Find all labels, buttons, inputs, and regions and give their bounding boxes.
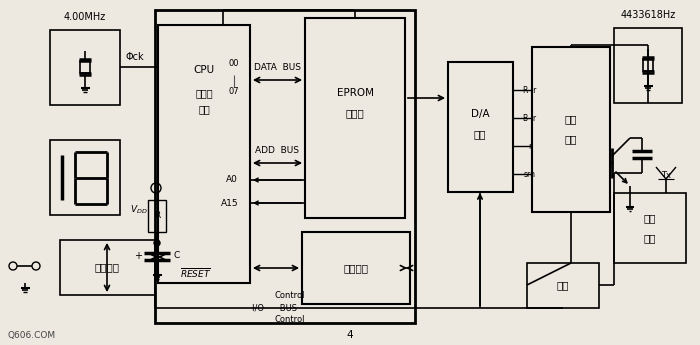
Text: DATA  BUS: DATA BUS bbox=[253, 63, 300, 72]
Text: 4433618Hz: 4433618Hz bbox=[620, 10, 676, 20]
Bar bbox=[148, 200, 166, 232]
Text: 中央处: 中央处 bbox=[195, 88, 213, 98]
Text: R  r: R r bbox=[524, 86, 537, 95]
Text: 射频: 射频 bbox=[644, 213, 657, 223]
Text: 4: 4 bbox=[346, 330, 354, 340]
Text: +: + bbox=[134, 251, 142, 261]
Bar bbox=[532, 47, 610, 212]
Text: 转换: 转换 bbox=[474, 129, 486, 139]
Bar bbox=[614, 193, 686, 263]
Text: I/O      BUS: I/O BUS bbox=[253, 304, 298, 313]
Text: Control: Control bbox=[274, 315, 305, 325]
Bar bbox=[155, 10, 415, 323]
Bar bbox=[158, 25, 250, 283]
Text: A0: A0 bbox=[226, 176, 238, 185]
Text: 彩色: 彩色 bbox=[565, 114, 578, 124]
Text: $V_{DD}$: $V_{DD}$ bbox=[130, 204, 148, 216]
Bar bbox=[643, 59, 653, 71]
Text: 00: 00 bbox=[229, 59, 239, 68]
Text: r: r bbox=[528, 142, 531, 151]
Bar bbox=[527, 263, 599, 308]
Circle shape bbox=[154, 240, 160, 246]
Bar bbox=[448, 62, 513, 192]
Text: Q606.COM: Q606.COM bbox=[8, 331, 56, 340]
Text: 伴音: 伴音 bbox=[556, 280, 569, 290]
Text: srn: srn bbox=[524, 170, 536, 179]
Bar bbox=[50, 140, 120, 215]
Text: ADD  BUS: ADD BUS bbox=[255, 146, 299, 155]
Bar bbox=[50, 30, 120, 105]
Bar bbox=[614, 28, 682, 103]
Text: 数码显示: 数码显示 bbox=[94, 262, 120, 272]
Text: 编码: 编码 bbox=[565, 134, 578, 144]
Text: 调制: 调制 bbox=[644, 233, 657, 243]
Bar bbox=[60, 240, 155, 295]
Text: A15: A15 bbox=[221, 198, 239, 207]
Text: 控制电路: 控制电路 bbox=[344, 263, 368, 273]
Text: EPROM: EPROM bbox=[337, 88, 374, 98]
Text: C: C bbox=[173, 252, 179, 260]
Bar bbox=[305, 18, 405, 218]
Text: 4.00MHz: 4.00MHz bbox=[64, 12, 106, 22]
Text: 07: 07 bbox=[229, 88, 239, 97]
Text: Φck: Φck bbox=[125, 52, 144, 62]
Text: Control: Control bbox=[274, 292, 305, 300]
Text: R: R bbox=[154, 211, 160, 220]
Text: $\overline{RESET}$: $\overline{RESET}$ bbox=[181, 266, 211, 280]
Text: D/A: D/A bbox=[470, 109, 489, 119]
Text: B  r: B r bbox=[524, 114, 537, 123]
Text: CPU: CPU bbox=[193, 65, 215, 75]
Text: 存储器: 存储器 bbox=[346, 108, 365, 118]
Bar bbox=[80, 61, 90, 72]
Text: Tx: Tx bbox=[661, 170, 671, 179]
Bar bbox=[302, 232, 410, 304]
Text: 理器: 理器 bbox=[198, 104, 210, 114]
